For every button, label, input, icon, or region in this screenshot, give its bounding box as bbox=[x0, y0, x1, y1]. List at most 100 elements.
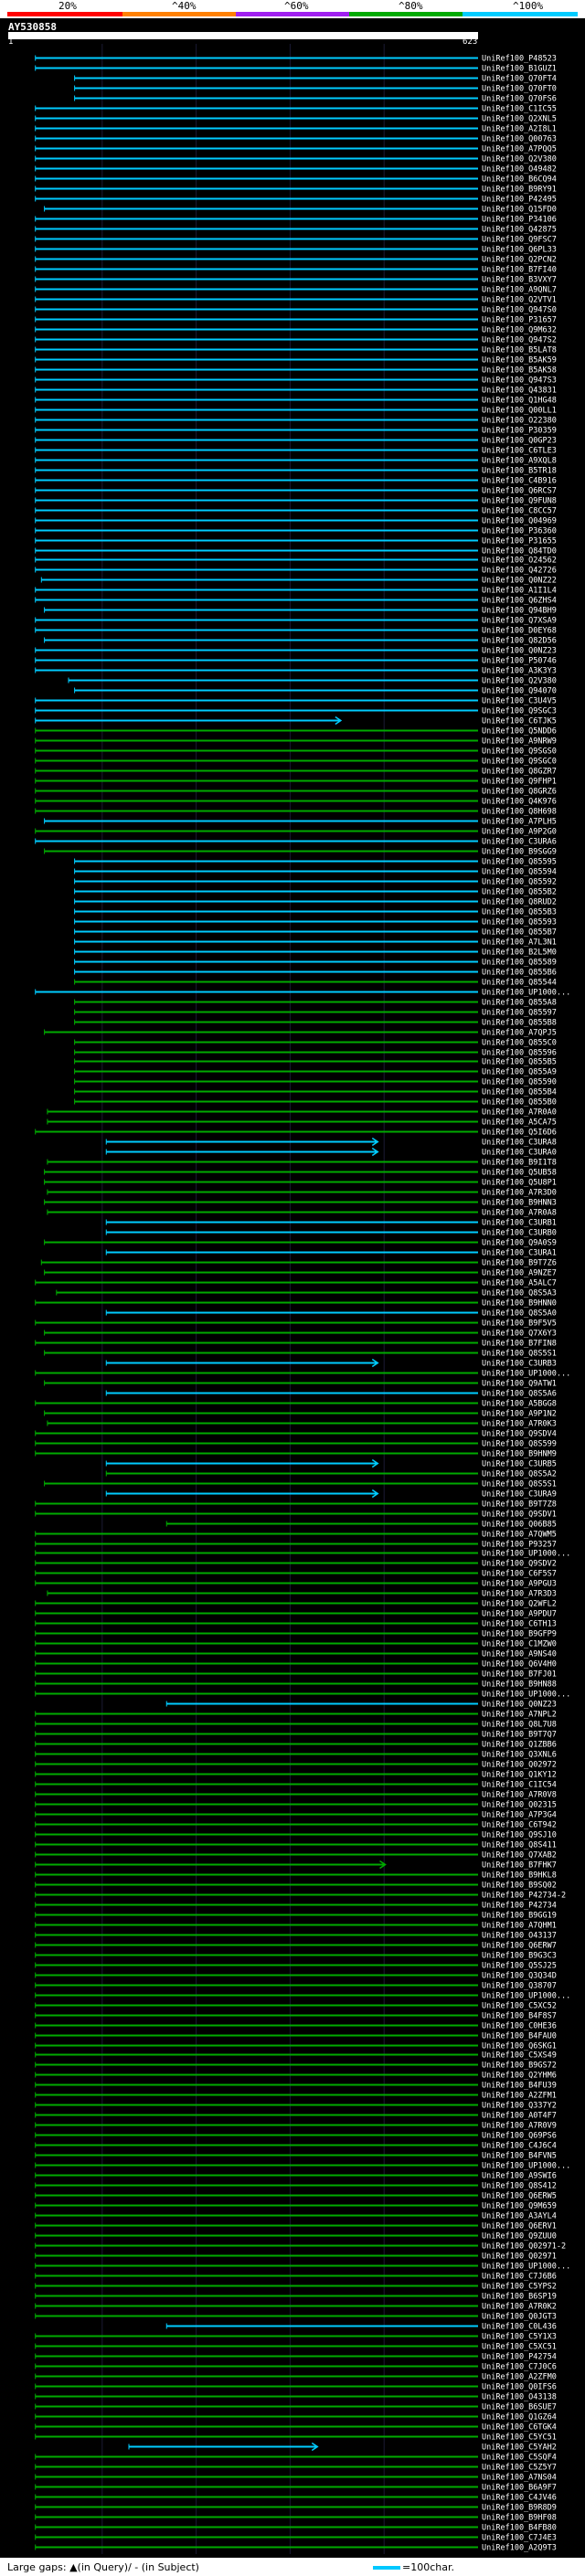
hit-label[interactable]: UniRef100_B6SUE7 bbox=[482, 2403, 557, 2412]
hit-label[interactable]: UniRef100_Q42875 bbox=[482, 226, 557, 235]
hit-label[interactable]: UniRef100_C1IC54 bbox=[482, 1781, 557, 1790]
hit-label[interactable]: UniRef100_B5LAT8 bbox=[482, 346, 557, 355]
hit-label[interactable]: UniRef100_Q9FUN8 bbox=[482, 497, 557, 506]
hit-label[interactable]: UniRef100_C5YAH2 bbox=[482, 2443, 557, 2453]
hit-label[interactable]: UniRef100_Q2PCN2 bbox=[482, 256, 557, 265]
hit-label[interactable]: UniRef100_Q855B8 bbox=[482, 1019, 557, 1028]
hit-label[interactable]: UniRef100_Q94BH9 bbox=[482, 607, 557, 616]
hit-label[interactable]: UniRef100_C0L436 bbox=[482, 2323, 557, 2332]
hit-label[interactable]: UniRef100_C0HE36 bbox=[482, 2022, 557, 2031]
hit-label[interactable]: UniRef100_Q85596 bbox=[482, 1049, 557, 1058]
hit-label[interactable]: UniRef100_Q2WFL2 bbox=[482, 1600, 557, 1609]
hit-label[interactable]: UniRef100_Q0IFS6 bbox=[482, 2383, 557, 2392]
hit-label[interactable]: UniRef100_P42495 bbox=[482, 196, 557, 205]
hit-label[interactable]: UniRef100_A7NS04 bbox=[482, 2474, 557, 2483]
hit-label[interactable]: UniRef100_P93257 bbox=[482, 1541, 557, 1550]
hit-label[interactable]: UniRef100_Q0GP23 bbox=[482, 437, 557, 446]
hit-label[interactable]: UniRef100_Q5UB58 bbox=[482, 1169, 557, 1178]
hit-label[interactable]: UniRef100_B7FIN8 bbox=[482, 1340, 557, 1349]
hit-label[interactable]: UniRef100_Q5SJ25 bbox=[482, 1962, 557, 1971]
hit-label[interactable]: UniRef100_B9HF08 bbox=[482, 2514, 557, 2523]
hit-label[interactable]: UniRef100_Q6V4H0 bbox=[482, 1660, 557, 1670]
hit-label[interactable]: UniRef100_Q15FD0 bbox=[482, 206, 557, 215]
hit-label[interactable]: UniRef100_O24562 bbox=[482, 557, 557, 566]
hit-label[interactable]: UniRef100_C6TLE3 bbox=[482, 447, 557, 456]
hit-label[interactable]: UniRef100_B9RY91 bbox=[482, 186, 557, 195]
hit-label[interactable]: UniRef100_A7R3D0 bbox=[482, 1189, 557, 1198]
hit-label[interactable]: UniRef100_Q70FT0 bbox=[482, 85, 557, 94]
hit-label[interactable]: UniRef100_Q337Y2 bbox=[482, 2102, 557, 2111]
hit-label[interactable]: UniRef100_A9P2G0 bbox=[482, 828, 557, 837]
hit-label[interactable]: UniRef100_Q2VTV1 bbox=[482, 296, 557, 305]
hit-label[interactable]: UniRef100_P30359 bbox=[482, 427, 557, 436]
hit-label[interactable]: UniRef100_Q02972 bbox=[482, 1761, 557, 1770]
hit-label[interactable]: UniRef100_UP1000... bbox=[482, 989, 570, 998]
hit-label[interactable]: UniRef100_Q02971 bbox=[482, 2253, 557, 2262]
hit-label[interactable]: UniRef100_C1MZW0 bbox=[482, 1640, 557, 1649]
hit-label[interactable]: UniRef100_Q9M659 bbox=[482, 2202, 557, 2211]
hit-label[interactable]: UniRef100_O49482 bbox=[482, 165, 557, 175]
hit-label[interactable]: UniRef100_UP1000... bbox=[482, 1370, 570, 1379]
hit-label[interactable]: UniRef100_D0EY68 bbox=[482, 627, 557, 636]
hit-label[interactable]: UniRef100_Q855B4 bbox=[482, 1088, 557, 1097]
hit-label[interactable]: UniRef100_Q70FS6 bbox=[482, 95, 557, 104]
hit-label[interactable]: UniRef100_B9R8D9 bbox=[482, 2504, 557, 2513]
hit-label[interactable]: UniRef100_P48523 bbox=[482, 55, 557, 64]
hit-label[interactable]: UniRef100_Q8RUD2 bbox=[482, 898, 557, 907]
hit-label[interactable]: UniRef100_C8CC57 bbox=[482, 507, 557, 516]
hit-label[interactable]: UniRef100_Q84TD0 bbox=[482, 547, 557, 557]
hit-label[interactable]: UniRef100_Q4K976 bbox=[482, 798, 557, 807]
hit-label[interactable]: UniRef100_Q00LL1 bbox=[482, 407, 557, 416]
hit-label[interactable]: UniRef100_Q8GZR7 bbox=[482, 768, 557, 777]
hit-label[interactable]: UniRef100_Q855B3 bbox=[482, 908, 557, 917]
hit-label[interactable]: UniRef100_C3URB5 bbox=[482, 1460, 557, 1469]
hit-label[interactable]: UniRef100_Q1KY12 bbox=[482, 1771, 557, 1780]
hit-label[interactable]: UniRef100_B6SP19 bbox=[482, 2293, 557, 2302]
hit-label[interactable]: UniRef100_B7FHK7 bbox=[482, 1861, 557, 1871]
hit-label[interactable]: UniRef100_Q855A8 bbox=[482, 999, 557, 1008]
hit-label[interactable]: UniRef100_B9HKL8 bbox=[482, 1871, 557, 1881]
hit-label[interactable]: UniRef100_Q0JGT3 bbox=[482, 2313, 557, 2322]
hit-label[interactable]: UniRef100_B9HNN3 bbox=[482, 1199, 557, 1208]
hit-label[interactable]: UniRef100_Q85595 bbox=[482, 858, 557, 867]
hit-label[interactable]: UniRef100_Q02971-2 bbox=[482, 2242, 566, 2252]
hit-label[interactable]: UniRef100_A2Q9T3 bbox=[482, 2544, 557, 2553]
hit-label[interactable]: UniRef100_C6TH13 bbox=[482, 1620, 557, 1629]
hit-label[interactable]: UniRef100_Q855B2 bbox=[482, 888, 557, 897]
hit-label[interactable]: UniRef100_Q855B6 bbox=[482, 969, 557, 978]
hit-label[interactable]: UniRef100_C5XC52 bbox=[482, 2002, 557, 2011]
hit-label[interactable]: UniRef100_A7QPJ5 bbox=[482, 1029, 557, 1038]
hit-label[interactable]: UniRef100_Q5NDD6 bbox=[482, 727, 557, 737]
hit-label[interactable]: UniRef100_Q38707 bbox=[482, 1982, 557, 1991]
hit-label[interactable]: UniRef100_Q9SGS0 bbox=[482, 747, 557, 757]
hit-label[interactable]: UniRef100_A7NPL2 bbox=[482, 1711, 557, 1720]
hit-label[interactable]: UniRef100_C5Y1X3 bbox=[482, 2333, 557, 2342]
hit-label[interactable]: UniRef100_A7L3N1 bbox=[482, 938, 557, 948]
hit-label[interactable]: UniRef100_B4FAU0 bbox=[482, 2032, 557, 2041]
hit-label[interactable]: UniRef100_Q7XSA9 bbox=[482, 617, 557, 626]
hit-label[interactable]: UniRef100_Q9A0S9 bbox=[482, 1239, 557, 1248]
hit-label[interactable]: UniRef100_Q6ERV1 bbox=[482, 2222, 557, 2231]
hit-label[interactable]: UniRef100_Q947S0 bbox=[482, 306, 557, 315]
hit-label[interactable]: UniRef100_Q00763 bbox=[482, 135, 557, 144]
hit-label[interactable]: UniRef100_B5AK59 bbox=[482, 356, 557, 366]
hit-label[interactable]: UniRef100_C3U4V5 bbox=[482, 697, 557, 706]
hit-label[interactable]: UniRef100_Q69PS6 bbox=[482, 2132, 557, 2141]
hit-label[interactable]: UniRef100_UP1000... bbox=[482, 2162, 570, 2171]
hit-label[interactable]: UniRef100_A9NZE7 bbox=[482, 1269, 557, 1278]
hit-label[interactable]: UniRef100_C5Z5Y7 bbox=[482, 2464, 557, 2473]
hit-label[interactable]: UniRef100_C5XC51 bbox=[482, 2343, 557, 2352]
hit-label[interactable]: UniRef100_B3VXY7 bbox=[482, 276, 557, 285]
hit-label[interactable]: UniRef100_Q06B85 bbox=[482, 1521, 557, 1530]
hit-label[interactable]: UniRef100_Q8L7U8 bbox=[482, 1721, 557, 1730]
hit-label[interactable]: UniRef100_Q6SKG1 bbox=[482, 2042, 557, 2051]
hit-label[interactable]: UniRef100_B9F5V5 bbox=[482, 1320, 557, 1329]
hit-label[interactable]: UniRef100_Q5U8P1 bbox=[482, 1179, 557, 1188]
hit-label[interactable]: UniRef100_C5XS49 bbox=[482, 2051, 557, 2061]
hit-label[interactable]: UniRef100_Q85593 bbox=[482, 918, 557, 928]
hit-label[interactable]: UniRef100_A9NRW9 bbox=[482, 737, 557, 747]
hit-label[interactable]: UniRef100_P34106 bbox=[482, 216, 557, 225]
hit-label[interactable]: UniRef100_A7PLH5 bbox=[482, 818, 557, 827]
hit-label[interactable]: UniRef100_Q947S2 bbox=[482, 336, 557, 345]
hit-label[interactable]: UniRef100_Q0NZ22 bbox=[482, 577, 557, 586]
